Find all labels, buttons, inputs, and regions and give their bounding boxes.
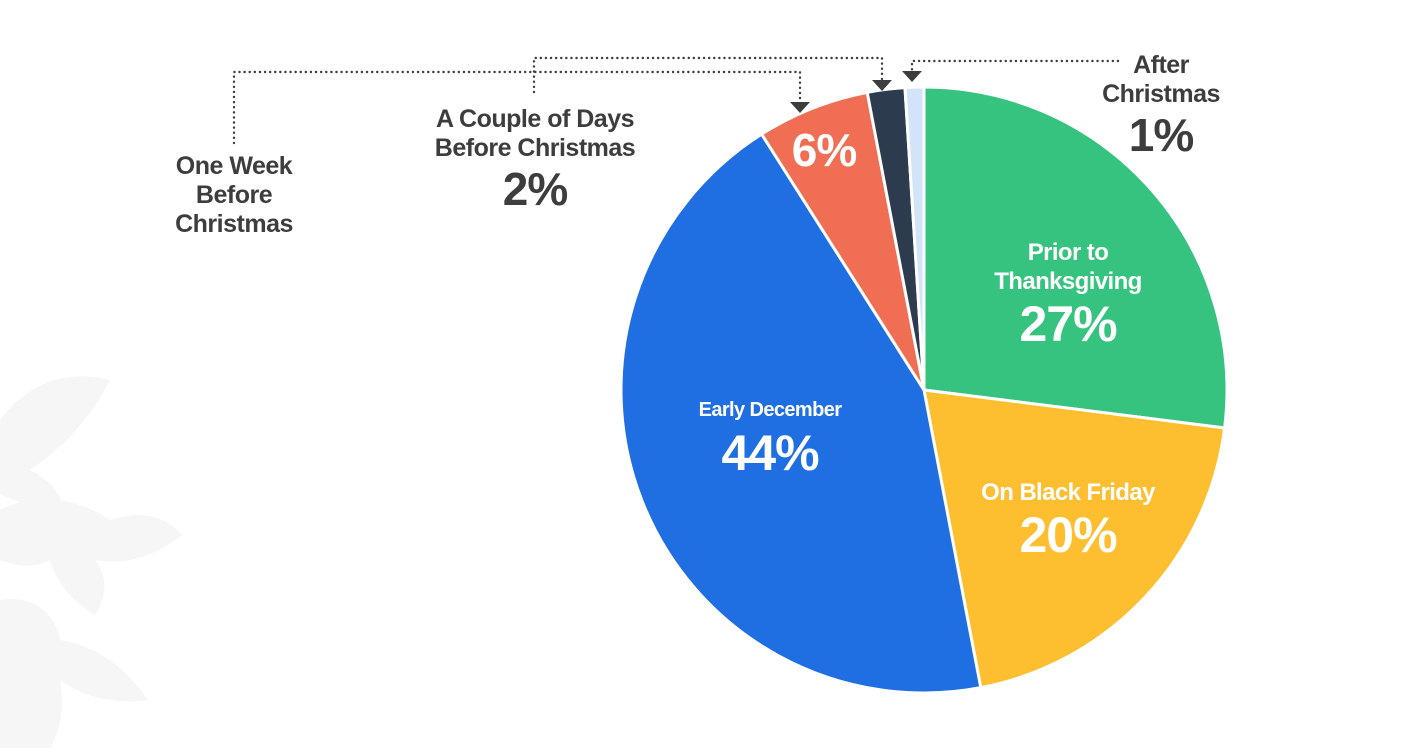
label-one-week: One Week Before Christmas bbox=[134, 152, 334, 239]
label-one-week-line3: Christmas bbox=[175, 210, 293, 238]
label-one-week-line1: One Week bbox=[175, 152, 293, 180]
leader-one-week bbox=[232, 70, 802, 145]
label-early-december: Early December 44% bbox=[660, 396, 880, 481]
label-one-week-line2: Before bbox=[195, 181, 273, 209]
pie-slices bbox=[619, 85, 1229, 695]
leader-arrows bbox=[790, 71, 922, 113]
leader-after-christmas bbox=[910, 59, 1120, 72]
arrow-down-icon bbox=[902, 71, 922, 82]
label-couple-days: A Couple of Days Before Christmas 2% bbox=[405, 105, 665, 215]
label-one-week-pct-inside: 6% bbox=[774, 122, 874, 178]
label-prior-thanksgiving: Prior to Thanksgiving 27% bbox=[958, 238, 1178, 352]
snowflake-watermark-icon bbox=[0, 376, 182, 748]
label-one-week-pct: 6% bbox=[791, 124, 857, 176]
label-early-december-pct: 44% bbox=[721, 425, 819, 481]
label-after-christmas-pct: 1% bbox=[1128, 109, 1194, 161]
label-prior-thanksgiving-line1: Prior to bbox=[1027, 239, 1109, 266]
label-prior-thanksgiving-line2: Thanksgiving bbox=[994, 268, 1142, 295]
label-after-christmas: After Christmas 1% bbox=[1100, 51, 1222, 161]
label-couple-days-line1: A Couple of Days bbox=[435, 105, 635, 133]
arrow-down-icon bbox=[872, 80, 892, 91]
label-after-christmas-line2: Christmas bbox=[1102, 80, 1220, 108]
label-early-december-line1: Early December bbox=[698, 399, 842, 421]
label-prior-thanksgiving-pct: 27% bbox=[1019, 296, 1117, 352]
pie-slice-on-black-friday bbox=[922, 388, 1227, 690]
leader-lines bbox=[232, 56, 1120, 145]
pie-slice-prior-to-thanksgiving bbox=[922, 85, 1229, 430]
leader-couple-days bbox=[532, 56, 884, 94]
label-after-christmas-line1: After bbox=[1133, 51, 1189, 79]
pie-slice-early-december bbox=[619, 132, 983, 695]
arrow-down-icon bbox=[790, 102, 810, 113]
label-couple-days-pct: 2% bbox=[502, 163, 568, 215]
pie-slice-after-christmas bbox=[903, 85, 926, 392]
label-black-friday-pct: 20% bbox=[1019, 507, 1117, 563]
label-black-friday-line1: On Black Friday bbox=[981, 479, 1155, 506]
label-black-friday: On Black Friday 20% bbox=[948, 478, 1188, 563]
label-couple-days-line2: Before Christmas bbox=[434, 134, 636, 162]
